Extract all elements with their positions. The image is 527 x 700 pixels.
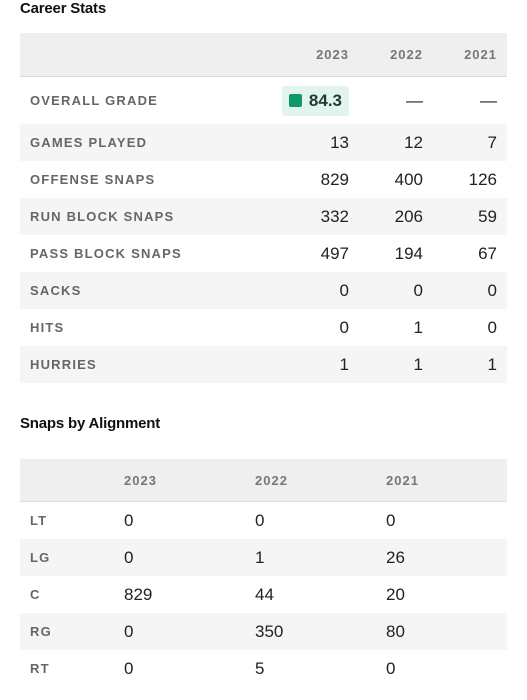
career-stats-table: 2023 2022 2021 OVERALL GRADE 84.3 — — GA… — [20, 33, 507, 383]
table-cell: 0 — [124, 547, 134, 567]
table-header: 2023 2022 2021 — [20, 459, 507, 502]
table-cell: 1 — [487, 354, 497, 374]
table-cell: 80 — [386, 621, 405, 641]
table-row: SACKS 0 0 0 — [20, 272, 507, 309]
row-label: SACKS — [30, 283, 82, 298]
table-cell: 194 — [394, 243, 423, 263]
table-cell: 1 — [413, 354, 423, 374]
table-cell: 0 — [124, 621, 134, 641]
table-row: HURRIES 1 1 1 — [20, 346, 507, 383]
column-header-2023[interactable]: 2023 — [124, 472, 157, 488]
table-cell: 5 — [255, 658, 265, 678]
alignment-table: 2023 2022 2021 LT 0 0 0 LG 0 1 26 C 829 … — [20, 459, 507, 687]
table-cell: 67 — [478, 243, 497, 263]
row-label: OFFENSE SNAPS — [30, 172, 156, 187]
table-row-overall-grade: OVERALL GRADE 84.3 — — — [20, 77, 507, 124]
table-cell: 59 — [478, 206, 497, 226]
table-cell: 1 — [339, 354, 349, 374]
grade-badge: 84.3 — [281, 85, 349, 116]
table-row: C 829 44 20 — [20, 576, 507, 613]
table-cell: 497 — [320, 243, 349, 263]
grade-square-icon — [288, 94, 302, 107]
table-cell: 400 — [394, 169, 423, 189]
table-cell: 0 — [255, 510, 265, 530]
table-cell: 126 — [468, 169, 497, 189]
row-label: HURRIES — [30, 357, 97, 372]
table-cell: 0 — [487, 317, 497, 337]
table-cell: 0 — [487, 280, 497, 300]
column-header-2022[interactable]: 2022 — [255, 472, 288, 488]
grade-cell-2021: — — [480, 90, 497, 110]
table-cell: 0 — [386, 658, 396, 678]
table-cell: 0 — [124, 510, 134, 530]
table-cell: 332 — [320, 206, 349, 226]
table-header: 2023 2022 2021 — [20, 33, 507, 77]
row-label: LT — [30, 513, 48, 528]
column-header-2022[interactable]: 2022 — [390, 47, 423, 62]
table-cell: 12 — [404, 132, 423, 152]
table-row: LG 0 1 26 — [20, 539, 507, 576]
row-label: RG — [30, 624, 52, 639]
row-label: RT — [30, 661, 50, 676]
row-label: RUN BLOCK SNAPS — [30, 209, 175, 224]
table-cell: 350 — [255, 621, 284, 641]
row-label: LG — [30, 550, 51, 565]
table-cell: 44 — [255, 584, 274, 604]
table-cell: 26 — [386, 547, 405, 567]
table-cell: 0 — [339, 280, 349, 300]
table-row: RG 0 350 80 — [20, 613, 507, 650]
row-label: OVERALL GRADE — [30, 93, 159, 108]
table-cell: 0 — [386, 510, 396, 530]
table-cell: 829 — [320, 169, 349, 189]
row-label: C — [30, 587, 41, 602]
table-cell: 13 — [330, 132, 349, 152]
table-row: OFFENSE SNAPS 829 400 126 — [20, 161, 507, 198]
table-row: HITS 0 1 0 — [20, 309, 507, 346]
table-cell: 0 — [124, 658, 134, 678]
table-row: LT 0 0 0 — [20, 502, 507, 539]
career-stats-title: Career Stats — [20, 0, 106, 17]
table-row: GAMES PLAYED 13 12 7 — [20, 124, 507, 161]
table-cell: 829 — [124, 584, 153, 604]
table-cell: 1 — [255, 547, 265, 567]
table-cell: 7 — [487, 132, 497, 152]
column-header-2021[interactable]: 2021 — [464, 47, 497, 62]
table-cell: 20 — [386, 584, 405, 604]
grade-value: 84.3 — [308, 90, 342, 110]
table-cell: 206 — [394, 206, 423, 226]
snaps-by-alignment-title: Snaps by Alignment — [20, 415, 161, 432]
table-row: RT 0 5 0 — [20, 650, 507, 687]
table-cell: 0 — [413, 280, 423, 300]
table-row: PASS BLOCK SNAPS 497 194 67 — [20, 235, 507, 272]
table-row: RUN BLOCK SNAPS 332 206 59 — [20, 198, 507, 235]
grade-cell-2022: — — [406, 90, 423, 110]
table-cell: 0 — [339, 317, 349, 337]
row-label: PASS BLOCK SNAPS — [30, 246, 182, 261]
row-label: GAMES PLAYED — [30, 135, 148, 150]
table-cell: 1 — [413, 317, 423, 337]
column-header-2023[interactable]: 2023 — [316, 47, 349, 62]
column-header-2021[interactable]: 2021 — [386, 472, 419, 488]
row-label: HITS — [30, 320, 65, 335]
grade-cell-2023: 84.3 — [281, 77, 349, 124]
